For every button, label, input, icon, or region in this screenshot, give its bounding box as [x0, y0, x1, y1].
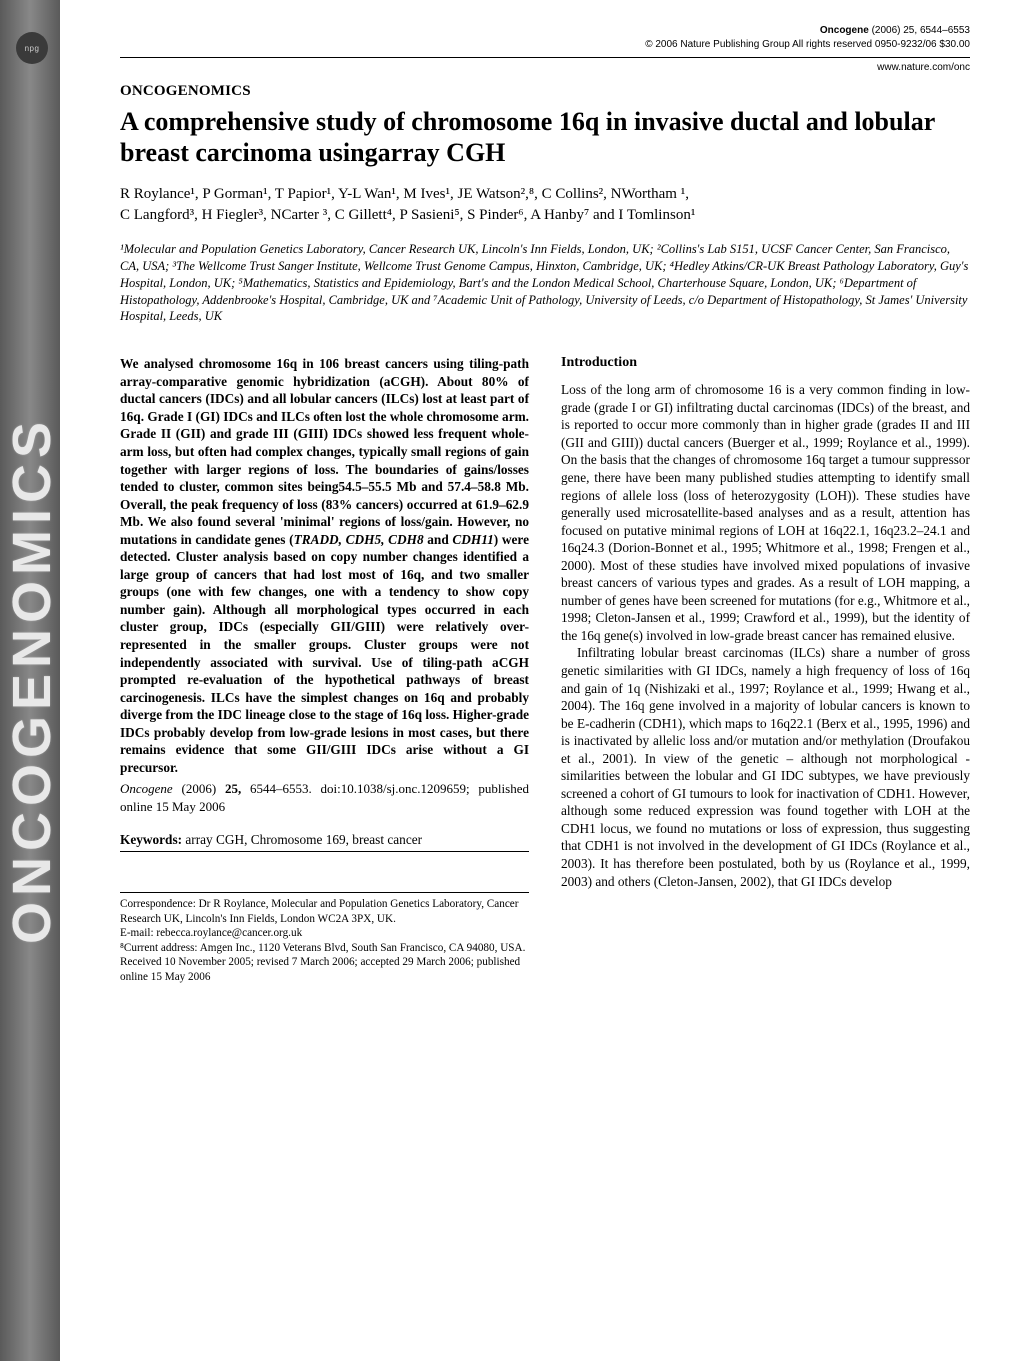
- citation-year: (2006): [173, 781, 225, 796]
- copyright-line: © 2006 Nature Publishing Group All right…: [120, 38, 970, 52]
- keywords-label: Keywords:: [120, 832, 182, 847]
- left-column: We analysed chromosome 16q in 106 breast…: [120, 355, 529, 984]
- gene-list: TRADD, CDH5, CDH8: [294, 532, 424, 547]
- masthead-rule: [120, 57, 970, 58]
- authors-row-1: R Roylance¹, P Gorman¹, T Papior¹, Y-L W…: [120, 184, 970, 204]
- article-title: A comprehensive study of chromosome 16q …: [120, 106, 970, 168]
- received-dates: Received 10 November 2005; revised 7 Mar…: [120, 955, 529, 984]
- keywords-rule: [120, 851, 529, 852]
- affiliations: ¹Molecular and Population Genetics Labor…: [120, 241, 970, 325]
- abstract-part-2: ) were detected. Cluster analysis based …: [120, 532, 529, 775]
- authors-row-2: C Langford³, H Fiegler³, NCarter ³, C Gi…: [120, 205, 970, 225]
- footnote-rule: [120, 892, 529, 893]
- abstract: We analysed chromosome 16q in 106 breast…: [120, 355, 529, 776]
- masthead: Oncogene (2006) 25, 6544–6553 © 2006 Nat…: [120, 24, 970, 51]
- sidebar-strip: npg ONCOGENOMICS: [0, 0, 60, 1361]
- footnote-8: ⁸Current address: Amgen Inc., 1120 Veter…: [120, 941, 529, 956]
- npg-logo-badge: npg: [16, 32, 48, 64]
- intro-para-1: Loss of the long arm of chromosome 16 is…: [561, 381, 970, 644]
- journal-url: www.nature.com/onc: [120, 62, 970, 73]
- keywords-block: Keywords: array CGH, Chromosome 169, bre…: [120, 831, 529, 849]
- page-range: 6544–6553: [920, 25, 970, 36]
- journal-name: Oncogene: [820, 25, 869, 36]
- citation-volume: 25,: [225, 781, 241, 796]
- issue-year: (2006) 25,: [872, 25, 918, 36]
- introduction-body: Loss of the long arm of chromosome 16 is…: [561, 381, 970, 890]
- masthead-line-1: Oncogene (2006) 25, 6544–6553: [120, 24, 970, 38]
- page-body: Oncogene (2006) 25, 6544–6553 © 2006 Nat…: [60, 0, 1020, 1009]
- correspondence-email: E-mail: rebecca.roylance@cancer.org.uk: [120, 926, 529, 941]
- abstract-and: and: [424, 532, 453, 547]
- intro-para-2: Infiltrating lobular breast carcinomas (…: [561, 644, 970, 890]
- author-list: R Roylance¹, P Gorman¹, T Papior¹, Y-L W…: [120, 184, 970, 225]
- footnotes: Correspondence: Dr R Roylance, Molecular…: [120, 897, 529, 984]
- keywords-text: array CGH, Chromosome 169, breast cancer: [182, 832, 422, 847]
- citation-journal: Oncogene: [120, 781, 173, 796]
- section-label: ONCOGENOMICS: [120, 83, 970, 100]
- abstract-part-1: We analysed chromosome 16q in 106 breast…: [120, 356, 529, 546]
- introduction-heading: Introduction: [561, 355, 970, 371]
- correspondence: Correspondence: Dr R Roylance, Molecular…: [120, 897, 529, 926]
- npg-logo-text: npg: [25, 44, 40, 53]
- gene-last: CDH11: [452, 532, 493, 547]
- article-citation: Oncogene (2006) 25, 6544–6553. doi:10.10…: [120, 780, 529, 814]
- two-column-region: We analysed chromosome 16q in 106 breast…: [120, 355, 970, 984]
- right-column: Introduction Loss of the long arm of chr…: [561, 355, 970, 984]
- vertical-section-text: ONCOGENOMICS: [1, 416, 63, 944]
